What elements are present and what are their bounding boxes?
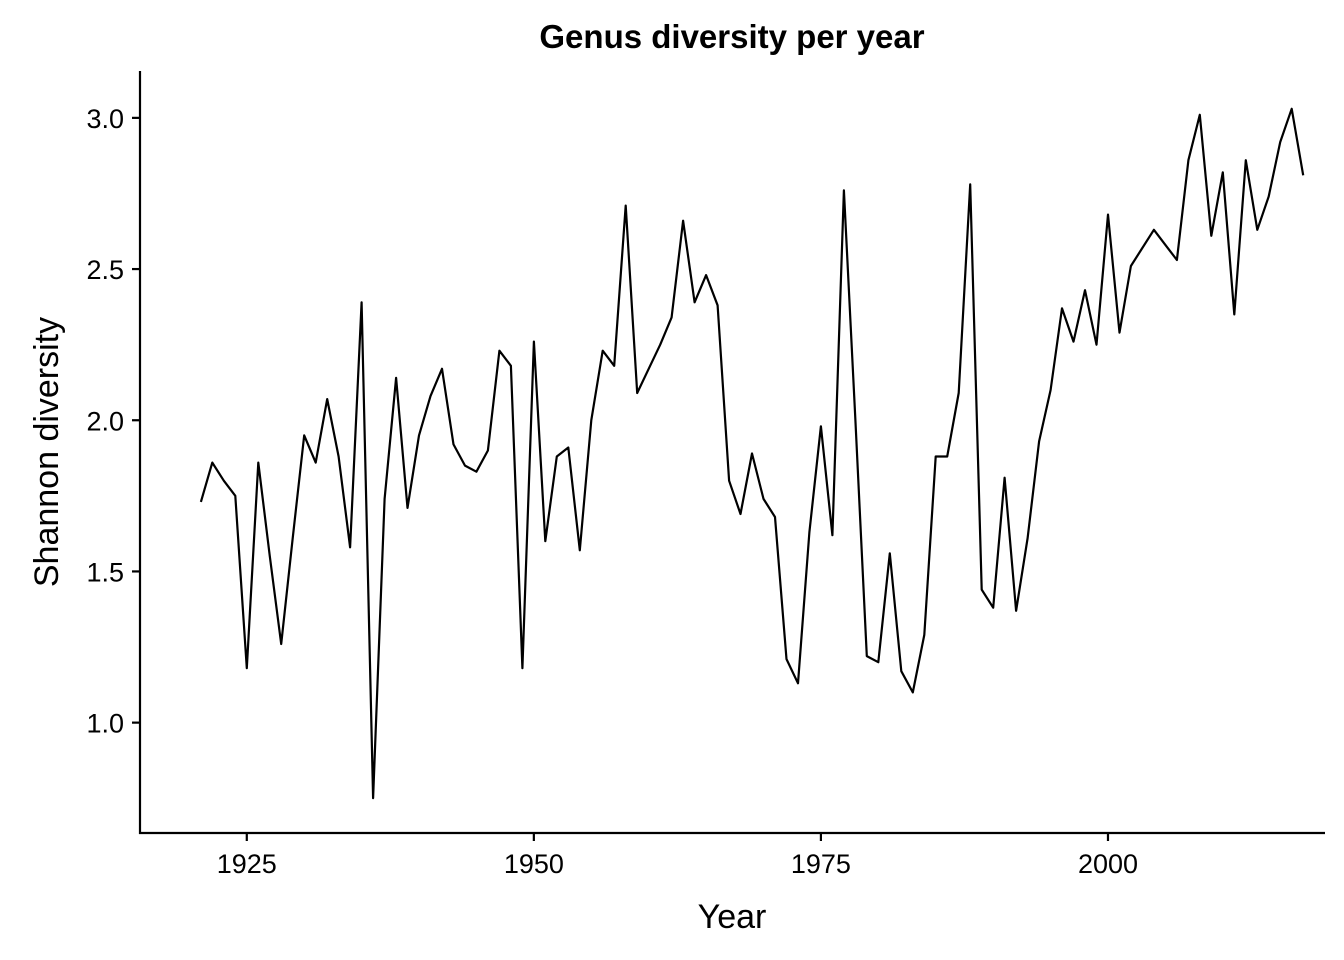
chart-title: Genus diversity per year — [539, 18, 924, 55]
y-tick-label: 1.5 — [86, 557, 124, 587]
series-group — [199, 107, 1305, 800]
y-tick-label: 3.0 — [86, 104, 124, 134]
y-axis-title: Shannon diversity — [28, 317, 66, 587]
series-line — [199, 107, 1305, 800]
y-axis-ticks: 1.0 1.5 2.0 2.5 3.0 — [86, 104, 140, 739]
y-tick-label: 1.0 — [86, 709, 124, 739]
x-tick-label: 1975 — [791, 849, 851, 879]
x-tick-label: 1950 — [504, 849, 564, 879]
x-tick-label: 1925 — [217, 849, 277, 879]
x-axis-ticks: 1925 1950 1975 2000 — [217, 833, 1138, 879]
y-tick-label: 2.5 — [86, 255, 124, 285]
x-tick-label: 2000 — [1078, 849, 1138, 879]
y-tick-label: 2.0 — [86, 406, 124, 436]
x-axis-title: Year — [698, 898, 767, 936]
